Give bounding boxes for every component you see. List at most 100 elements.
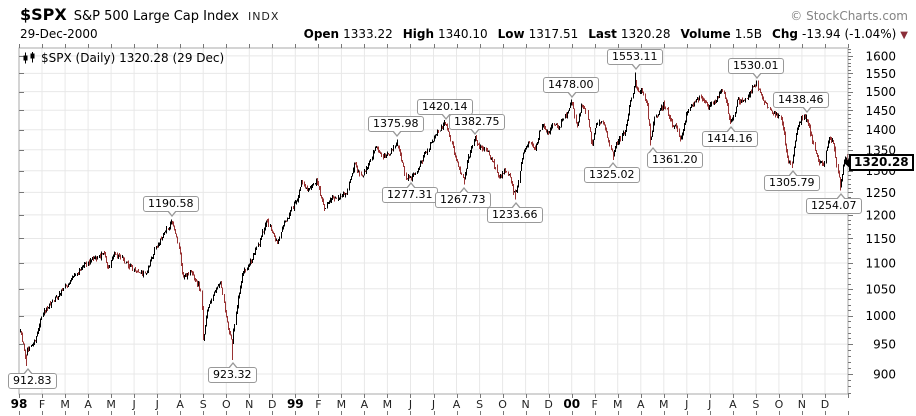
- stockcharts-credit: © StockCharts.com: [790, 9, 908, 23]
- annotation-912.83: 912.83: [8, 368, 57, 389]
- x-axis-label: F: [592, 398, 598, 411]
- annotation-1305.79: 1305.79: [764, 170, 820, 191]
- quote-value: 1317.51: [528, 27, 579, 41]
- y-axis-label: 1000: [865, 309, 896, 323]
- price-marker-arrow-icon: [844, 156, 851, 169]
- x-axis-label: S: [200, 398, 207, 411]
- annotation-pointer: [802, 106, 811, 111]
- annotation-pointer: [393, 130, 402, 135]
- annotation-923.32: 923.32: [208, 362, 257, 383]
- annotation-value: 1478.00: [548, 78, 594, 91]
- annotation-pointer: [726, 128, 735, 133]
- annotation-1361.20: 1361.20: [647, 147, 703, 168]
- x-axis-label: A: [637, 398, 645, 411]
- x-axis-label: A: [453, 398, 461, 411]
- annotation-1190.58: 1190.58: [143, 196, 199, 217]
- symbol-name: S&P 500 Large Cap Index: [73, 9, 239, 24]
- annotation-value: 912.83: [13, 374, 52, 387]
- annotation-value: 1267.73: [440, 193, 486, 206]
- annotation-value: 1375.98: [373, 117, 419, 130]
- annotation-pointer: [471, 128, 480, 133]
- x-axis-label: D: [268, 398, 276, 411]
- last-price-marker: 1320.28: [844, 154, 914, 171]
- annotation-pointer: [788, 172, 797, 177]
- legend-text: $SPX (Daily) 1320.28 (29 Dec): [41, 51, 225, 65]
- annotation-1553.11: 1553.11: [607, 49, 663, 70]
- x-axis-label: M: [659, 398, 669, 411]
- x-axis-label: A: [361, 398, 369, 411]
- annotation-1325.02: 1325.02: [584, 162, 640, 183]
- annotation-1414.16: 1414.16: [702, 126, 758, 147]
- change-down-arrow-icon: ▼: [900, 30, 908, 41]
- symbol: $SPX: [20, 5, 67, 24]
- annotation-pointer: [631, 63, 640, 68]
- annotation-1254.07: 1254.07: [806, 193, 862, 214]
- x-axis-label: A: [729, 398, 737, 411]
- annotation-value: 1420.14: [422, 100, 468, 113]
- exchange-code: INDX: [247, 10, 280, 23]
- x-axis-label: J: [131, 398, 135, 411]
- annotation-pointer: [609, 164, 618, 169]
- y-axis-label: 1200: [865, 208, 896, 222]
- annotation-value: 1438.46: [778, 93, 824, 106]
- x-axis-label: A: [84, 398, 92, 411]
- x-axis-label: O: [775, 398, 784, 411]
- x-axis-label: A: [176, 398, 184, 411]
- quote-date: 29-Dec-2000: [20, 27, 98, 41]
- annotation-1530.01: 1530.01: [728, 58, 784, 79]
- y-axis-label: 1400: [865, 123, 896, 137]
- annotation-value: 1233.66: [492, 208, 538, 221]
- annotation-pointer: [168, 210, 177, 215]
- annotation-1438.46: 1438.46: [773, 92, 829, 113]
- axis-labels: 9009501000105011001150120012501300135014…: [11, 49, 896, 411]
- annotation-pointer: [836, 195, 845, 200]
- quote-value: 1.5B: [734, 27, 763, 41]
- x-axis-label: F: [39, 398, 45, 411]
- axis-ticks: [19, 44, 853, 415]
- x-axis-label: J: [408, 398, 412, 411]
- x-axis-label: M: [106, 398, 116, 411]
- quote-value: 1340.10: [438, 27, 488, 41]
- annotation-1420.14: 1420.14: [417, 99, 473, 120]
- annotation-1478.00: 1478.00: [543, 77, 599, 98]
- y-axis-label: 900: [873, 368, 896, 382]
- y-axis-label: 1550: [865, 67, 896, 81]
- annotation-pointer: [23, 370, 32, 375]
- x-axis-label: N: [798, 398, 806, 411]
- candlestick-chart-icon: [23, 52, 35, 64]
- y-axis-label: 1050: [865, 282, 896, 296]
- annotation-value: 1190.58: [148, 197, 194, 210]
- y-axis-label: 1100: [865, 257, 896, 271]
- y-axis-label: 1250: [865, 186, 896, 200]
- x-axis-label: N: [245, 398, 253, 411]
- quote-value: 1333.22: [343, 27, 393, 41]
- x-axis-label: D: [544, 398, 552, 411]
- quote-label: Chg: [772, 27, 798, 41]
- annotation-1277.31: 1277.31: [382, 182, 438, 203]
- annotation-value: 1325.02: [589, 168, 635, 181]
- y-axis-label: 1450: [865, 104, 896, 118]
- price-marker-value: 1320.28: [854, 155, 909, 169]
- symbol-title: $SPX S&P 500 Large Cap Index INDX: [20, 5, 279, 24]
- y-axis-label: 1150: [865, 232, 896, 246]
- chart-legend: $SPX (Daily) 1320.28 (29 Dec): [22, 51, 224, 65]
- x-axis-label: M: [60, 398, 70, 411]
- x-axis-label: F: [315, 398, 321, 411]
- y-axis-label: 1500: [865, 85, 896, 99]
- annotation-pointer: [567, 91, 576, 96]
- y-axis-label: 950: [873, 338, 896, 352]
- annotation-value: 1254.07: [811, 199, 857, 212]
- annotation-1233.66: 1233.66: [487, 202, 543, 223]
- annotation-value: 923.32: [213, 368, 252, 381]
- price-bars-down: [21, 79, 848, 367]
- x-axis-label: J: [684, 398, 688, 411]
- annotation-pointer: [441, 113, 450, 118]
- annotation-value: 1414.16: [707, 132, 753, 145]
- x-axis-label: D: [821, 398, 829, 411]
- quote-label: Open: [303, 27, 340, 41]
- price-bars-up: [20, 72, 847, 356]
- annotation-pointer: [512, 204, 521, 209]
- x-axis-label: M: [337, 398, 347, 411]
